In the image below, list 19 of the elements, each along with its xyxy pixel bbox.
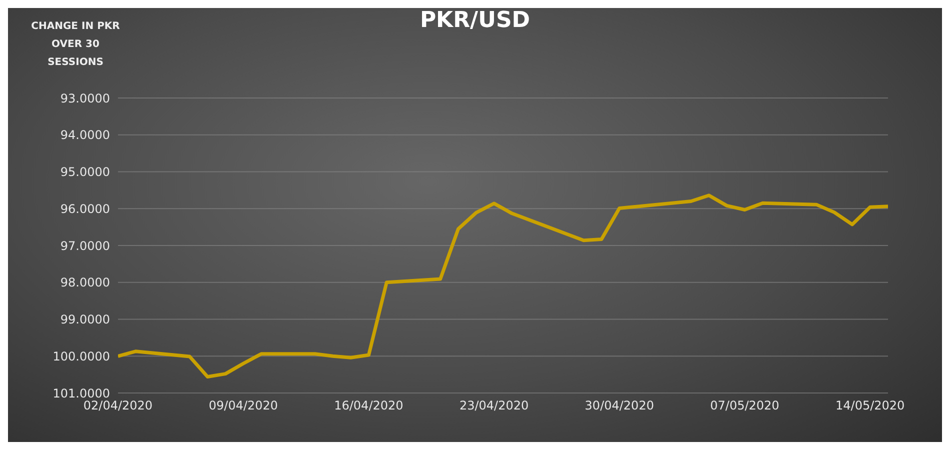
y-axis-title: CHANGE IN PKR OVER 30 SESSIONS bbox=[30, 20, 121, 70]
y-tick-label: 96.0000 bbox=[60, 202, 110, 216]
x-tick-label: 02/04/2020 bbox=[83, 398, 153, 413]
x-tick-label: 09/04/2020 bbox=[208, 398, 278, 413]
y-tick-label: 95.0000 bbox=[60, 165, 110, 180]
x-tick-label: 30/04/2020 bbox=[584, 398, 654, 413]
chart-title: PKR/USD bbox=[420, 8, 530, 33]
x-tick-label: 07/05/2020 bbox=[710, 398, 780, 413]
y-tick-label: 97.0000 bbox=[60, 238, 110, 253]
y-tick-label: 98.0000 bbox=[60, 276, 110, 290]
x-tick-label: 23/04/2020 bbox=[459, 398, 529, 413]
y-tick-label: 94.0000 bbox=[60, 128, 110, 142]
line-series bbox=[118, 194, 888, 379]
y-tick-label: 99.0000 bbox=[60, 312, 110, 327]
x-tick-label: 16/04/2020 bbox=[334, 398, 404, 413]
x-tick-label: 14/05/2020 bbox=[836, 398, 905, 413]
y-tick-label: 101.0000 bbox=[52, 386, 110, 400]
y-tick-label: 100.0000 bbox=[52, 349, 110, 364]
y-tick-label: 93.0000 bbox=[60, 91, 110, 106]
